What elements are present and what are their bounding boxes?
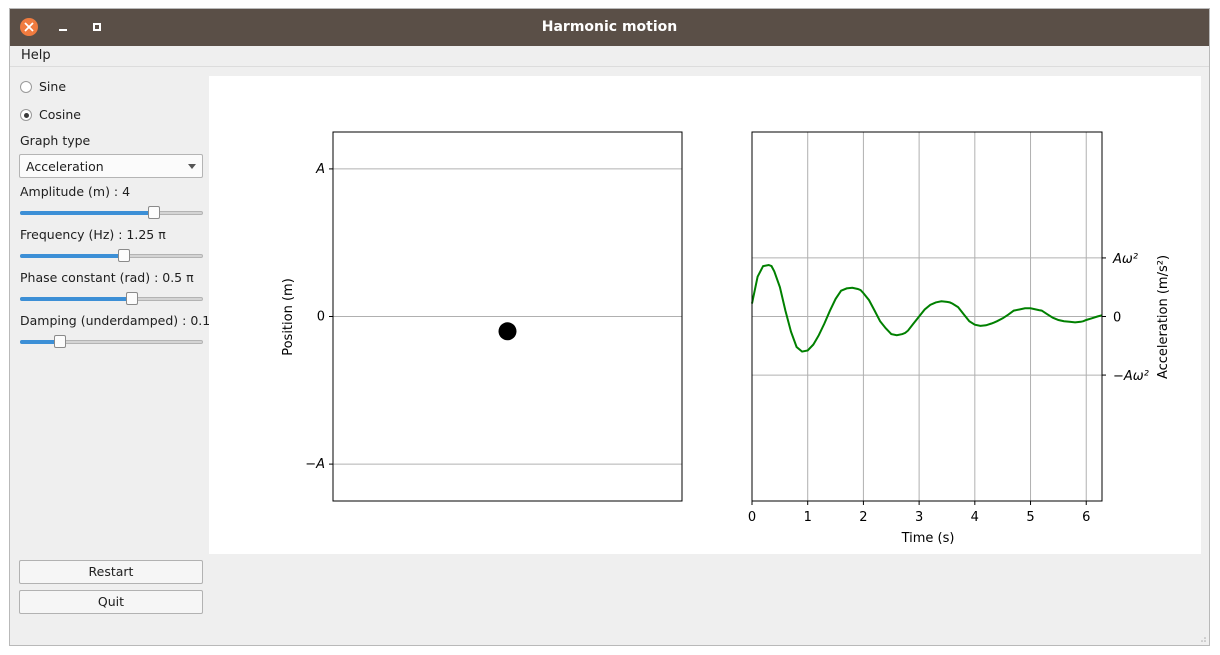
slider-handle[interactable] (125, 292, 138, 305)
cosine-radio-label: Cosine (39, 107, 81, 122)
app-window: Harmonic motion Help Sine Cosine Graph t… (9, 8, 1210, 646)
slider-handle[interactable] (118, 249, 131, 262)
position-ylabel: Position (m) (281, 278, 296, 356)
phase-constant-slider[interactable] (20, 292, 203, 306)
acceleration-xtick-label: 4 (971, 510, 979, 525)
acceleration-xtick-label: 5 (1026, 510, 1034, 525)
graph-type-value: Acceleration (26, 159, 104, 174)
slider-fill (20, 254, 125, 258)
sine-radio-label: Sine (39, 79, 67, 94)
slider-handle[interactable] (54, 335, 67, 348)
close-button[interactable] (20, 18, 38, 36)
slider-handle[interactable] (147, 206, 160, 219)
plot-canvas: A 0 −A Position (m) 0 1 2 3 4 5 6 Aω² 0 −Aω² Time … (209, 76, 1201, 554)
restart-button[interactable]: Restart (19, 560, 203, 584)
quit-button[interactable]: Quit (19, 590, 203, 614)
graph-type-label: Graph type (20, 133, 91, 148)
frequency-label: Frequency (Hz) : 1.25 π (20, 227, 166, 242)
position-ytick-label: −A (305, 457, 325, 472)
acceleration-ytick-label: 0 (1113, 311, 1121, 326)
acceleration-xtick-label: 1 (804, 510, 812, 525)
damping-slider[interactable] (20, 335, 203, 349)
acceleration-xlabel: Time (s) (901, 531, 955, 546)
menu-help[interactable]: Help (21, 48, 51, 63)
acceleration-series-line (751, 263, 1103, 353)
cosine-radio[interactable] (20, 109, 32, 121)
position-ytick-label: A (315, 162, 325, 177)
slider-fill (20, 340, 61, 344)
slider-fill (20, 211, 154, 215)
acceleration-xtick-label: 0 (748, 510, 756, 525)
resize-grip-icon[interactable] (1199, 635, 1207, 643)
frequency-slider[interactable] (20, 249, 203, 263)
maximize-button[interactable] (88, 18, 106, 36)
position-ytick-label: 0 (317, 310, 325, 325)
menu-bar: Help (10, 46, 1209, 67)
chevron-down-icon (188, 164, 196, 169)
oscillating-ball (498, 322, 517, 341)
minimize-button[interactable] (54, 18, 72, 36)
acceleration-ytick-label: −Aω² (1113, 369, 1149, 384)
acceleration-xtick-label: 3 (915, 510, 923, 525)
acceleration-xtick-label: 6 (1082, 510, 1090, 525)
position-plot: A 0 −A Position (m) (281, 131, 683, 502)
sine-radio[interactable] (20, 81, 32, 93)
acceleration-ytick-label: Aω² (1112, 252, 1138, 267)
amplitude-slider[interactable] (20, 206, 203, 220)
graph-type-dropdown[interactable]: Acceleration (19, 154, 203, 178)
slider-fill (20, 297, 132, 301)
window-title: Harmonic motion (541, 19, 678, 35)
close-icon (24, 22, 34, 32)
title-bar: Harmonic motion (10, 9, 1209, 46)
amplitude-label: Amplitude (m) : 4 (20, 184, 131, 199)
acceleration-xtick-label: 2 (859, 510, 867, 525)
acceleration-ylabel: Acceleration (m/s²) (1156, 255, 1171, 379)
plots-svg: A 0 −A Position (m) 0 1 2 3 4 5 6 Aω² 0 −Aω² Time … (281, 131, 1171, 546)
damping-label: Damping (underdamped) : 0.1 (20, 313, 211, 328)
phase-constant-label: Phase constant (rad) : 0.5 π (20, 270, 194, 285)
acceleration-plot: 0 1 2 3 4 5 6 Aω² 0 −Aω² Time (s) Acceleration (… (748, 131, 1171, 546)
